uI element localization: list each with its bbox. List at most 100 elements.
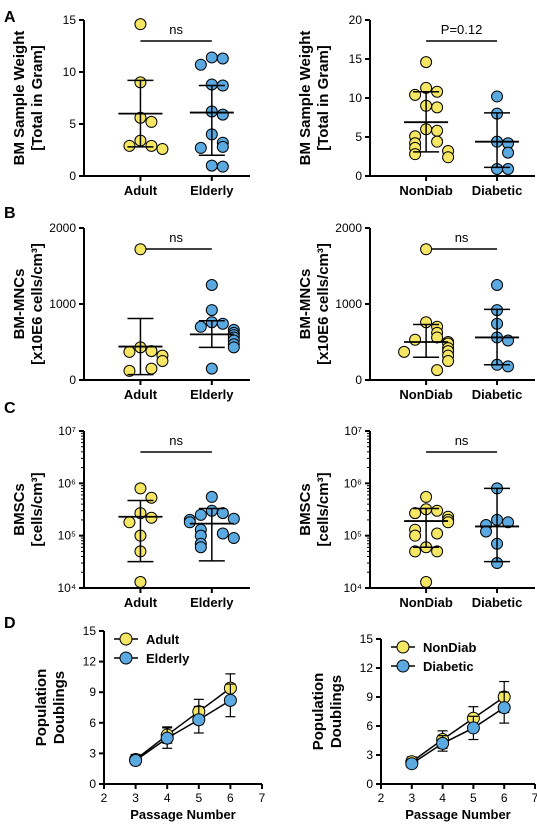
data-point-nondiab: [420, 576, 433, 589]
data-point-nondiab: [431, 124, 444, 137]
y-axis-label-line2: [Total in Gram]: [29, 45, 46, 151]
significance-annotation: ns: [455, 230, 469, 245]
y-tick-label: 1000: [49, 297, 76, 311]
legend-marker: [119, 651, 133, 665]
legend-label: Elderly: [146, 651, 190, 666]
y-tick-label: 10: [349, 91, 363, 105]
data-point-nondiab: [409, 148, 422, 161]
y-axis-label-line2: [Total in Gram]: [315, 45, 332, 151]
data-point-diabetic: [491, 279, 504, 291]
data-point-nondiab: [431, 504, 444, 517]
x-category-label: Adult: [124, 183, 158, 198]
legend-marker: [396, 640, 410, 654]
x-tick-label: 6: [501, 791, 508, 805]
data-point-elderly: [194, 58, 207, 71]
panel-letter-c: C: [4, 400, 16, 417]
y-tick-label: 0: [89, 777, 96, 791]
data-point-nondiab: [420, 490, 433, 503]
series-line-elderly: [135, 699, 231, 762]
x-tick-label: 4: [164, 791, 171, 805]
y-axis-label: BM Sample Weight: [11, 31, 28, 166]
y-tick-label: 2000: [335, 221, 362, 235]
data-point-diabetic: [436, 736, 450, 750]
y-axis-label: BM-MNCs: [297, 269, 314, 340]
data-point-elderly: [216, 108, 229, 121]
y-tick-label: 10⁵: [58, 529, 76, 543]
data-point-elderly: [205, 159, 218, 172]
legend-label: Diabetic: [423, 659, 474, 674]
y-tick-label: 9: [366, 690, 373, 704]
data-point-elderly: [223, 693, 237, 707]
y-tick-label: 10: [63, 65, 77, 79]
x-tick-label: 3: [408, 791, 415, 805]
legend-marker: [396, 659, 410, 673]
x-axis-label: Passage Number: [130, 807, 236, 822]
y-axis-label: BMSCs: [297, 483, 314, 536]
x-category-label: Adult: [124, 387, 158, 402]
data-point-nondiab: [442, 151, 455, 164]
data-point-diabetic: [502, 516, 515, 529]
x-axis-label: Passage Number: [405, 807, 511, 822]
significance-annotation: ns: [169, 433, 183, 448]
y-tick-label: 0: [355, 169, 362, 183]
data-point-adult: [134, 243, 147, 256]
data-point-elderly: [194, 320, 207, 333]
data-point-nondiab: [420, 243, 433, 256]
data-point-elderly: [216, 507, 229, 520]
data-point-adult: [123, 516, 136, 529]
y-axis-label-line2: Doublings: [328, 675, 345, 748]
x-category-label: NonDiab: [399, 183, 453, 198]
x-category-label: Adult: [124, 595, 158, 610]
y-tick-label: 15: [349, 52, 363, 66]
y-tick-label: 0: [366, 777, 373, 791]
y-axis-label: BM-MNCs: [11, 269, 28, 340]
data-point-diabetic: [491, 90, 504, 103]
y-tick-label: 9: [89, 685, 96, 699]
chart-d1: 0 3 6 9 12 15 Population Doublings 2 3 4 5 6 7 Passage…: [33, 624, 266, 822]
legend-label: Adult: [146, 632, 180, 647]
data-point-adult: [145, 511, 158, 524]
data-point-elderly: [205, 279, 218, 291]
data-point-adult: [145, 345, 158, 358]
data-point-adult: [156, 355, 169, 367]
data-point-diabetic: [497, 701, 511, 715]
data-point-elderly: [194, 541, 207, 554]
data-point-adult: [134, 482, 147, 495]
data-point-adult: [123, 345, 136, 358]
data-point-nondiab: [409, 545, 422, 558]
data-point-nondiab: [442, 355, 455, 367]
x-category-label: Diabetic: [472, 387, 523, 402]
x-category-label: Elderly: [190, 183, 234, 198]
data-point-nondiab: [431, 331, 444, 344]
chart-a2: 0 5 10 15 20 BM Sample Weight [Total in Gram] N…: [297, 13, 535, 198]
y-axis-label: Population: [33, 669, 50, 747]
data-point-adult: [145, 491, 158, 504]
y-tick-label: 0: [69, 373, 76, 387]
y-tick-label: 2000: [49, 221, 76, 235]
x-tick-label: 5: [470, 791, 477, 805]
data-point-nondiab: [409, 507, 422, 520]
x-category-label: Elderly: [190, 595, 234, 610]
data-point-elderly: [216, 160, 229, 173]
y-axis-label-line2: [cells/cm³]: [29, 472, 46, 546]
data-point-elderly: [205, 304, 218, 317]
significance-annotation: P=0.12: [441, 22, 483, 37]
data-point-adult: [145, 115, 158, 128]
data-point-adult: [123, 139, 136, 152]
y-tick-label: 10⁵: [344, 529, 362, 543]
data-point-nondiab: [442, 516, 455, 529]
data-point-nondiab: [420, 56, 433, 69]
y-axis-label-line2: [x10E6 cells/cm³]: [29, 243, 46, 365]
y-tick-label: 10⁶: [344, 476, 362, 490]
y-tick-label: 10⁶: [58, 476, 76, 490]
chart-c2: 10⁴ 10⁵ 10⁶ 10⁷ BMSCs [cells/cm³] NonDiab Diabe…: [297, 424, 535, 610]
y-tick-label: 20: [349, 13, 363, 27]
y-tick-label: 0: [69, 169, 76, 183]
data-point-elderly: [183, 516, 196, 529]
y-tick-label: 10⁴: [343, 581, 362, 595]
x-category-label: Diabetic: [472, 595, 523, 610]
y-axis-label-line2: Doublings: [51, 671, 68, 744]
y-tick-label: 15: [83, 624, 97, 638]
